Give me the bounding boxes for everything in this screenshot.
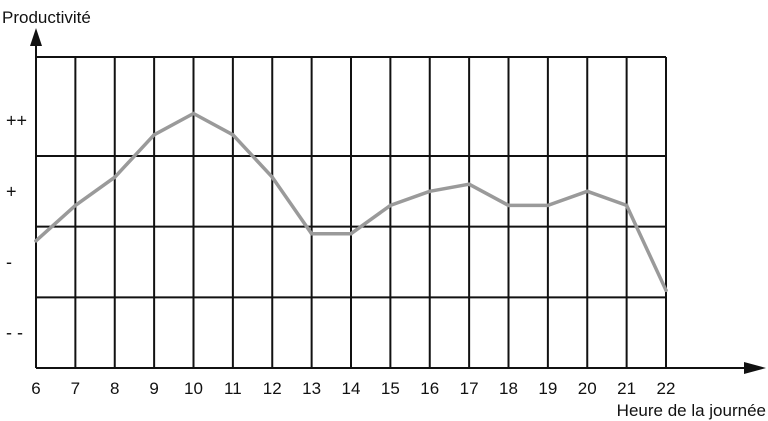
data-point (664, 288, 668, 293)
x-tick-label: 21 (617, 379, 636, 398)
data-point (270, 175, 275, 179)
data-point (152, 132, 156, 137)
data-point (309, 231, 314, 236)
data-point (112, 175, 117, 179)
x-tick-label: 10 (184, 379, 203, 398)
x-tick-label: 14 (342, 379, 361, 398)
x-tick-label: 15 (381, 379, 400, 398)
x-tick-label: 7 (71, 379, 80, 398)
x-tick-label: 13 (302, 379, 321, 398)
data-point (191, 111, 196, 116)
y-tick-label: - (6, 252, 12, 272)
series (34, 111, 668, 293)
x-tick-label: 8 (110, 379, 119, 398)
x-tick-label: 20 (578, 379, 597, 398)
x-tick-label: 19 (538, 379, 557, 398)
x-tick-label: 6 (31, 379, 40, 398)
x-axis-title: Heure de la journée (617, 401, 766, 420)
data-point (467, 182, 471, 187)
tick-labels: 6 7 8 9 10 11 12 13 14 15 16 17 18 19 20 21 22- --+++ (6, 111, 675, 398)
axes (30, 28, 766, 374)
x-tick-label: 12 (263, 379, 282, 398)
data-point (585, 189, 590, 194)
x-tick-label: 16 (420, 379, 439, 398)
x-tick-label: 22 (657, 379, 676, 398)
data-point (349, 231, 353, 236)
data-point (73, 203, 78, 208)
data-point (427, 189, 432, 194)
data-point (34, 238, 38, 243)
data-point (624, 203, 629, 208)
x-tick-label: 18 (499, 379, 518, 398)
grid (35, 56, 667, 368)
x-tick-label: 11 (224, 379, 242, 398)
y-tick-label: + (6, 181, 17, 201)
y-tick-label: ++ (6, 111, 27, 131)
y-tick-label: - - (6, 323, 23, 343)
x-tick-label: 9 (149, 379, 158, 398)
data-point (506, 203, 511, 208)
data-point (388, 203, 393, 208)
x-axis-arrow (744, 362, 766, 374)
data-point (231, 132, 235, 137)
y-axis-arrow (30, 28, 42, 46)
y-axis-title: Productivité (2, 8, 91, 27)
data-point (546, 203, 550, 208)
x-tick-label: 17 (460, 379, 479, 398)
